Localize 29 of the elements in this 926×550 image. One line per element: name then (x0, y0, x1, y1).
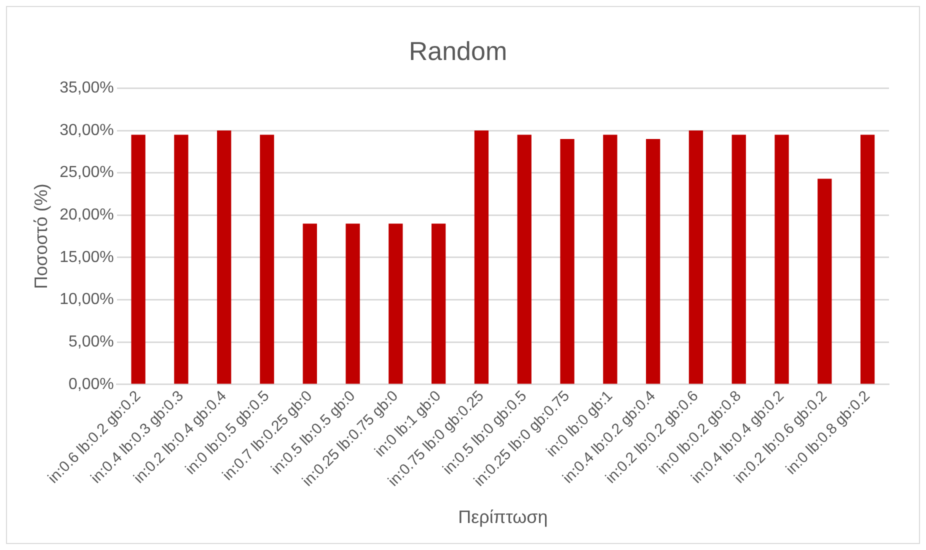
bar (432, 224, 446, 384)
bar (603, 134, 618, 384)
bar (732, 134, 746, 384)
y-tick-label: 0,00% (68, 376, 114, 393)
bar (174, 134, 188, 384)
bar (774, 134, 789, 384)
y-tick-label: 30,00% (60, 122, 114, 139)
bar (560, 138, 574, 384)
y-tick-label: 5,00% (68, 334, 114, 351)
y-tick-label: 25,00% (60, 164, 114, 182)
bar (388, 224, 403, 384)
y-tick-label: 35,00% (60, 80, 114, 97)
bar (346, 224, 360, 384)
bar (860, 134, 875, 384)
y-tick-label: 20,00% (60, 206, 114, 224)
bar (474, 130, 489, 384)
bar (260, 134, 274, 384)
bar (688, 130, 704, 384)
bar (302, 224, 317, 384)
bar (818, 178, 832, 384)
bar (217, 130, 232, 384)
bar (131, 134, 146, 384)
y-tick-label: 15,00% (60, 248, 114, 266)
chart-title: Random (408, 36, 508, 66)
bar (517, 134, 532, 384)
bar (646, 138, 660, 384)
y-axis-title: Ποσοστό (%) (30, 184, 51, 289)
x-axis-title: Περίπτωση (458, 507, 548, 528)
y-tick-label: 10,00% (60, 291, 114, 308)
